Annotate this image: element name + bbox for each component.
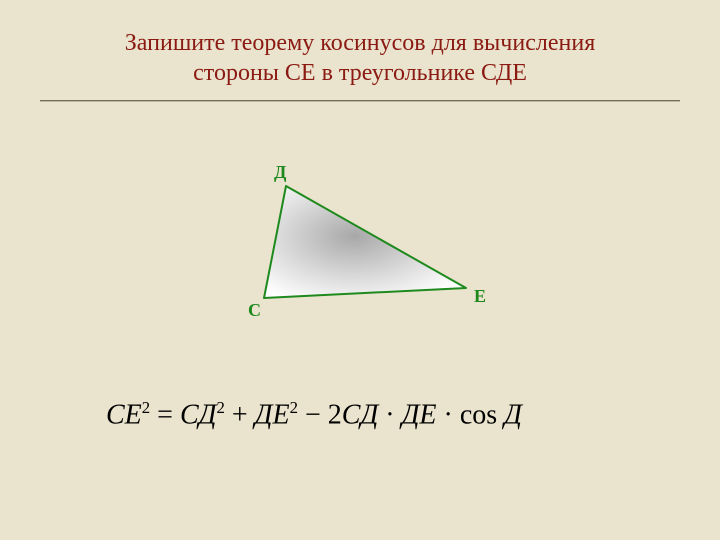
- slide: Запишите теорему косинусов для вычислени…: [0, 0, 720, 540]
- f-cd1: СД: [180, 399, 217, 430]
- title-rule-shadow: [40, 101, 680, 102]
- triangle-fill: [264, 186, 466, 298]
- triangle-diagram: [256, 180, 476, 310]
- title-rule: [40, 100, 680, 101]
- vertex-label-c: С: [248, 300, 261, 321]
- f-ce: СЕ: [106, 399, 142, 430]
- f-ce-sq: 2: [142, 398, 150, 417]
- title-line-2: стороны СЕ в треугольнике СДЕ: [193, 60, 527, 86]
- cosine-formula: СЕ2 = СД2 + ДЕ2 − 2СД · ДЕ · cos Д: [106, 398, 522, 431]
- title-line-1: Запишите теорему косинусов для вычислени…: [125, 30, 595, 56]
- f-de1-sq: 2: [290, 398, 298, 417]
- f-minus2: − 2: [298, 399, 342, 430]
- f-cos: cos: [460, 399, 504, 430]
- f-cd1-sq: 2: [216, 398, 224, 417]
- f-eq: =: [150, 399, 180, 430]
- slide-title: Запишите теорему косинусов для вычислени…: [0, 28, 720, 88]
- f-de2: ДЕ: [402, 399, 437, 430]
- f-dot1: ·: [378, 399, 401, 430]
- vertex-label-d: Д: [274, 162, 286, 183]
- f-plus: +: [225, 399, 255, 430]
- vertex-label-e: Е: [474, 286, 486, 307]
- f-cd2: СД: [342, 399, 379, 430]
- f-de1: ДЕ: [255, 399, 290, 430]
- f-dot2: ·: [437, 399, 460, 430]
- f-d: Д: [504, 399, 522, 430]
